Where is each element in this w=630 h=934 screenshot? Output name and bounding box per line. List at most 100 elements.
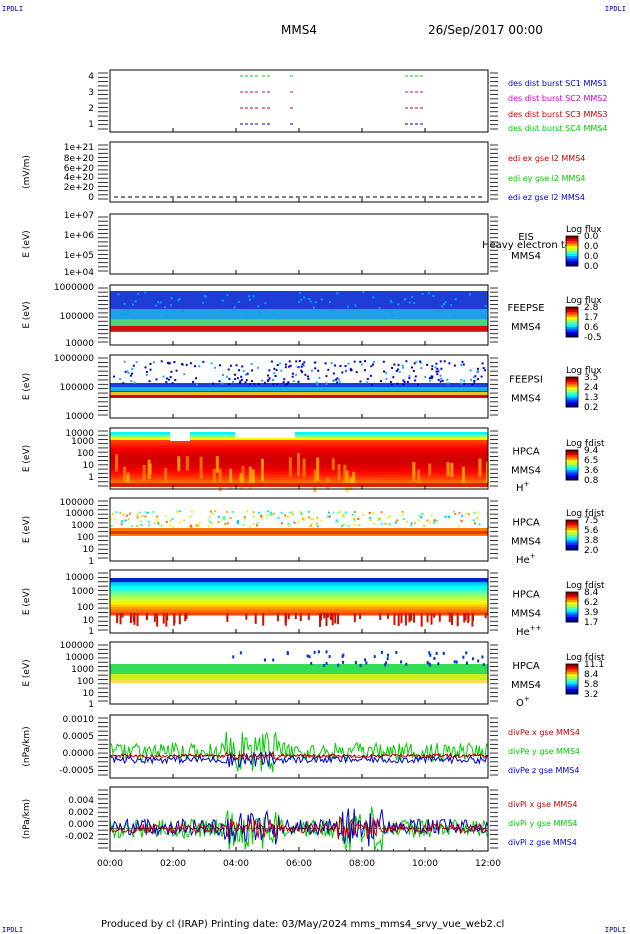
- colorbar-segment: [566, 664, 578, 667]
- heatmap-speck: [318, 376, 321, 379]
- panel-hpca-o-plus: 100000 10000 1000 100 101 E (eV) HPCA MMS4 O+ Log…: [22, 641, 605, 710]
- colorbar-segment: [566, 602, 578, 605]
- heatmap-streak: [218, 468, 222, 492]
- heatmap-streak: [478, 458, 482, 477]
- colorbar-segment: [566, 334, 578, 338]
- heatmap-row: [110, 432, 488, 436]
- heatmap-speck: [316, 516, 319, 519]
- heatmap-speck: [178, 510, 181, 513]
- colorbar-segment: [566, 241, 578, 244]
- heatmap-speck: [313, 650, 316, 654]
- heatmap-speck: [396, 519, 399, 522]
- colorbar-title: Log flux: [566, 366, 602, 376]
- series-x-line: [109, 815, 488, 840]
- heatmap-row: [110, 450, 488, 454]
- heatmap-speck: [129, 512, 132, 515]
- colorbar-segment: [566, 609, 578, 613]
- heatmap-speck: [257, 382, 260, 385]
- heatmap-streak: [316, 457, 320, 482]
- heatmap-speck: [300, 365, 303, 368]
- corner-label-top-right: IPDLI: [604, 5, 626, 13]
- heatmap-speck: [421, 292, 424, 295]
- heatmap-speck: [322, 663, 325, 667]
- heatmap-speck: [347, 362, 350, 365]
- heatmap-streak: [153, 613, 156, 622]
- heatmap-streak: [177, 456, 181, 472]
- heatmap-speck: [250, 369, 253, 372]
- colorbar-tick-label: 1.7: [584, 313, 598, 323]
- heatmap-speck: [441, 305, 444, 308]
- colorbar-segment: [566, 686, 578, 690]
- species-label: He+: [516, 552, 536, 566]
- heatmap-speck: [334, 364, 337, 367]
- heatmap-speck: [380, 650, 383, 654]
- heatmap-speck: [228, 377, 231, 380]
- legend-entry: divPe x gse MMS4: [508, 728, 580, 737]
- heatmap-speck: [310, 523, 313, 526]
- heatmap-speck: [127, 311, 130, 314]
- heatmap-streak: [147, 459, 151, 479]
- heatmap-speck: [462, 363, 465, 366]
- colorbar-segment: [566, 387, 578, 390]
- y-tick-label: 0.0005: [63, 732, 95, 742]
- colorbar-segment: [566, 689, 578, 692]
- heatmap-band-cyan: [110, 387, 488, 391]
- heatmap-speck: [297, 520, 300, 523]
- colorbar-segment: [566, 475, 578, 478]
- legend-entry: des dist burst SC1 MMS1: [508, 79, 607, 88]
- heatmap-speck: [335, 381, 338, 384]
- heatmap-speck: [132, 364, 135, 367]
- heatmap-speck: [168, 362, 171, 365]
- heatmap-speck: [410, 522, 413, 525]
- heatmap-speck: [325, 650, 328, 654]
- heatmap-speck: [286, 382, 289, 385]
- heatmap-speck: [463, 382, 466, 385]
- heatmap-streak: [145, 613, 148, 619]
- heatmap-speck: [420, 367, 423, 370]
- y-tick-label: 1000000: [54, 354, 94, 364]
- heatmap-speck: [291, 513, 294, 516]
- colorbar-tick-label: 0.0: [584, 232, 599, 242]
- heatmap-speck: [222, 516, 225, 519]
- legend-entry: divPi x gse MMS4: [508, 800, 577, 809]
- heatmap-speck: [163, 306, 166, 309]
- heatmap-speck: [110, 524, 113, 527]
- heatmap-speck: [148, 380, 151, 383]
- heatmap-streak: [115, 454, 119, 472]
- heatmap-speck: [288, 365, 291, 368]
- heatmap-speck: [272, 512, 275, 515]
- heatmap-speck: [195, 524, 198, 527]
- legend-entry: divPi y gse MMS4: [508, 819, 577, 828]
- heatmap-band-red: [110, 325, 488, 332]
- heatmap-speck: [442, 303, 445, 306]
- y-tick-label: 100: [77, 449, 94, 459]
- legend-entry: divPe y gse MMS4: [508, 747, 580, 756]
- y-tick-label: -0.0005: [59, 766, 94, 776]
- heatmap-streak: [420, 613, 423, 627]
- y-tick-label: 4e+20: [64, 173, 95, 183]
- heatmap-speck: [370, 365, 373, 368]
- colorbar-segment: [566, 679, 578, 682]
- heatmap-speck: [298, 292, 301, 295]
- heatmap-streak: [307, 613, 310, 620]
- heatmap-speck: [404, 298, 407, 301]
- heatmap-speck: [297, 366, 300, 369]
- colorbar-segment: [566, 319, 578, 323]
- heatmap-speck: [217, 520, 220, 523]
- heatmap-speck: [147, 520, 150, 523]
- heatmap-speck: [309, 300, 312, 303]
- eis-empty-area: [110, 214, 488, 274]
- heatmap-speck: [383, 370, 386, 373]
- spacecraft-label: MMS4: [511, 537, 541, 548]
- heatmap-streak: [136, 613, 139, 627]
- y-tick-label: 1e+07: [64, 211, 94, 221]
- heatmap-speck: [477, 511, 480, 514]
- heatmap-streak: [379, 613, 382, 620]
- heatmap-speck: [424, 375, 427, 378]
- colorbar-segment: [566, 253, 578, 257]
- heatmap-speck: [249, 383, 252, 386]
- colorbar-segment: [566, 465, 578, 468]
- heatmap-speck: [423, 525, 426, 528]
- heatmap-speck: [124, 370, 127, 373]
- corner-label-bottom-left: IPDLI: [2, 926, 24, 934]
